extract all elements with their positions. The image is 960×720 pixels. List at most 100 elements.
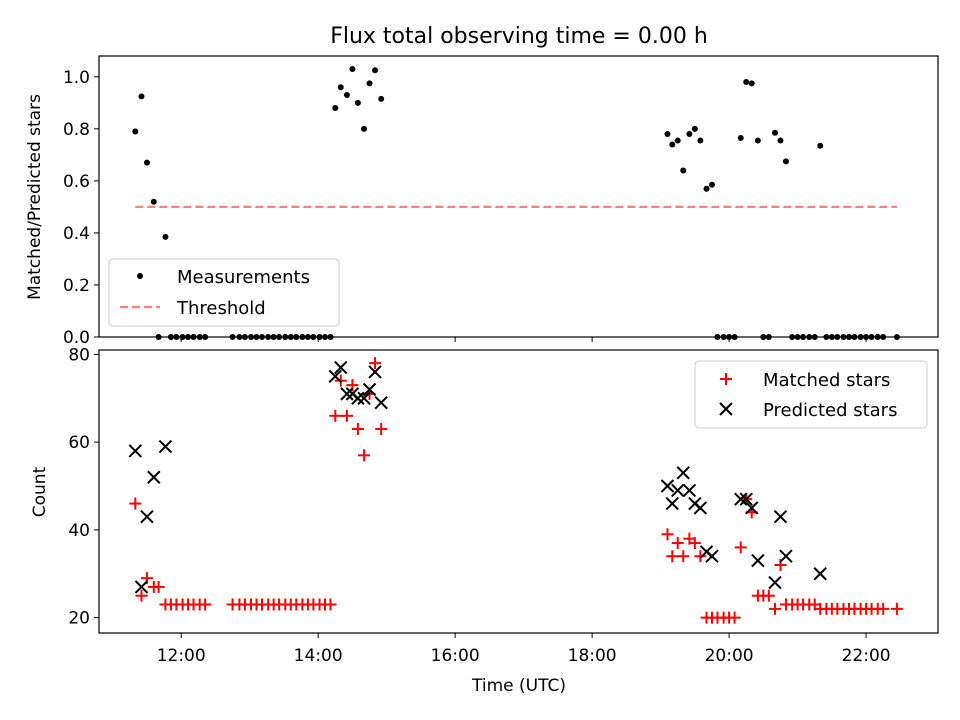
legend-matched-marker <box>720 373 732 385</box>
measurement-point <box>143 159 150 166</box>
top-y-tick-label: 1.0 <box>63 68 90 88</box>
top-y-tick-label: 0.8 <box>63 120 90 140</box>
matched-stars-point <box>661 528 674 541</box>
matched-stars-point <box>324 598 337 611</box>
predicted-stars-point <box>768 575 782 590</box>
matched-stars-point <box>358 449 371 462</box>
bottom-y-axis: 20 40 60 80 <box>68 345 99 629</box>
measurement-point <box>349 66 356 73</box>
measurement-point <box>150 198 157 205</box>
matched-stars-point <box>734 541 747 554</box>
matched-stars-point <box>351 422 364 435</box>
bottom-legend-box <box>694 360 928 429</box>
top-panel: 0.0 0.2 0.4 0.6 0.8 1.0 Matched/Predicted sta… <box>25 55 939 348</box>
top-y-tick-label: 0.2 <box>63 276 90 296</box>
predicted-stars-point <box>773 510 788 524</box>
legend-predicted-marker <box>719 402 733 416</box>
predicted-stars-point <box>334 360 348 375</box>
predicted-stars-point <box>368 365 382 379</box>
predicted-stars-point <box>140 510 154 524</box>
predicted-stars-point <box>158 439 173 454</box>
measurement-point <box>697 137 704 144</box>
legend-threshold-label: Threshold <box>176 298 266 319</box>
matched-stars-point <box>877 602 890 615</box>
top-plot-marks <box>132 66 900 340</box>
measurement-point <box>378 95 385 102</box>
matched-stars-point <box>199 598 212 611</box>
predicted-stars-point <box>374 395 388 410</box>
measurement-point <box>332 105 339 112</box>
predicted-stars-point <box>682 483 697 498</box>
measurement-point <box>737 134 744 141</box>
bottom-x-tick-label: 18:00 <box>568 646 617 666</box>
bottom-y-tick-label: 20 <box>68 609 90 629</box>
predicted-stars-point <box>340 387 354 401</box>
predicted-stars-point <box>693 501 708 515</box>
bottom-y-tick-label: 60 <box>68 433 90 453</box>
matched-stars-point <box>152 580 165 593</box>
legend-matched-label: Matched stars <box>763 370 890 391</box>
top-plot-frame <box>98 55 939 338</box>
predicted-stars-point <box>665 496 679 511</box>
top-legend: Measurements Threshold <box>108 258 340 327</box>
matched-stars-point <box>369 357 382 370</box>
bottom-x-tick-label: 22:00 <box>842 646 891 666</box>
measurement-point <box>691 125 698 132</box>
measurement-point <box>138 93 145 100</box>
top-y-tick-label: 0.6 <box>63 172 90 192</box>
matched-stars-point <box>688 537 701 550</box>
matched-stars-point <box>666 550 679 563</box>
bottom-x-tick-label: 20:00 <box>705 646 754 666</box>
matched-stars-point <box>135 589 148 602</box>
measurement-point <box>782 158 789 165</box>
bottom-x-tick-label: 16:00 <box>431 646 480 666</box>
predicted-stars-point <box>813 567 827 581</box>
x-axis-label: Time (UTC) <box>471 676 566 696</box>
predicted-stars-point <box>357 391 371 405</box>
measurement-point <box>748 80 755 87</box>
measurement-point <box>708 181 715 188</box>
measurement-point <box>680 167 687 174</box>
predicted-stars-point <box>671 483 685 498</box>
measurement-point <box>366 80 373 87</box>
bottom-x-axis: 12:00 14:00 16:00 18:00 20:00 22:00 <box>157 633 891 666</box>
top-y-axis: 0.0 0.2 0.4 0.6 0.8 1.0 <box>63 68 99 348</box>
bottom-x-tick-label: 14:00 <box>294 646 343 666</box>
predicted-stars-point <box>328 369 342 384</box>
measurement-point <box>674 137 681 144</box>
bottom-x-tick-label: 12:00 <box>157 646 206 666</box>
measurement-point <box>777 137 784 144</box>
legend-measurements-label: Measurements <box>177 267 310 288</box>
predicted-stars-point <box>734 492 748 506</box>
matched-stars-point <box>671 537 684 550</box>
measurement-point <box>343 92 350 99</box>
matched-stars-point <box>890 602 903 615</box>
predicted-stars-point <box>676 466 690 480</box>
measurement-point <box>743 79 750 86</box>
bottom-plot-frame <box>98 349 939 634</box>
matched-stars-point <box>677 550 690 563</box>
legend-measurements-marker <box>137 273 143 279</box>
top-y-tick-label: 0.4 <box>63 224 90 244</box>
bottom-legend: Matched stars Predicted stars <box>694 360 928 429</box>
top-y-tick-label: 0.0 <box>63 328 90 348</box>
measurement-point <box>703 185 710 192</box>
bottom-plot-marks <box>128 357 903 624</box>
measurement-point <box>372 67 379 74</box>
matched-stars-point <box>375 422 388 435</box>
predicted-stars-point <box>745 501 759 515</box>
matched-stars-point <box>728 611 741 624</box>
predicted-stars-point <box>779 549 793 563</box>
predicted-stars-point <box>128 444 143 458</box>
matched-stars-point <box>129 497 142 510</box>
legend-predicted-label: Predicted stars <box>763 400 897 421</box>
predicted-stars-point <box>134 580 149 594</box>
bottom-y-tick-label: 80 <box>68 345 90 365</box>
measurement-point <box>686 131 693 138</box>
measurement-point <box>771 129 778 136</box>
chart-title: Flux total observing time = 0.00 h <box>330 24 708 49</box>
measurement-point <box>337 84 344 91</box>
top-x-axis <box>180 337 867 342</box>
